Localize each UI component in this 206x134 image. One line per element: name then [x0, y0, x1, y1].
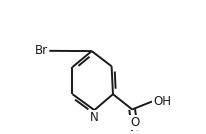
Text: OH: OH: [153, 95, 171, 108]
Text: Br: Br: [35, 44, 48, 57]
Text: N: N: [90, 111, 99, 124]
Text: O: O: [130, 116, 139, 129]
